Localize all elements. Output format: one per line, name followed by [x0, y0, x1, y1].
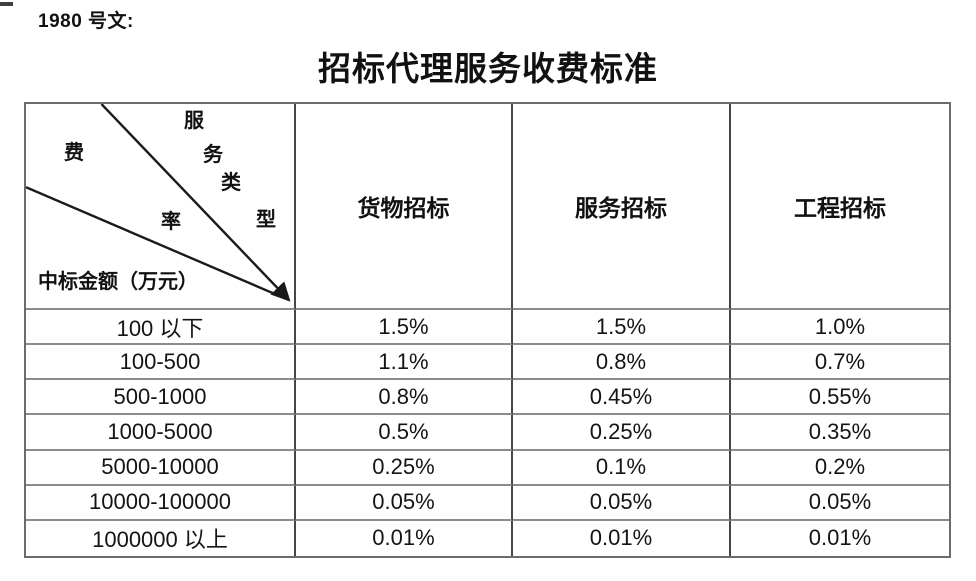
- rate-cell: 1.1%: [296, 345, 513, 381]
- rate-cell: 0.7%: [731, 345, 949, 381]
- rate-cell: 0.01%: [808, 525, 872, 551]
- rate-cell: 0.45%: [513, 380, 731, 416]
- rate-cell: 0.8%: [513, 345, 731, 381]
- rate-cell: 1.0%: [731, 310, 949, 346]
- corner-amount-label: 中标金额（万元）: [38, 271, 198, 293]
- rate-cell: 0.01%: [513, 520, 731, 556]
- rate-cell: 0.25%: [513, 415, 731, 451]
- rate-cell: 0.05%: [731, 486, 949, 521]
- row-amount: 100 以下: [26, 310, 296, 346]
- rate-cell: 0.5%: [296, 415, 513, 451]
- rate-cell: 0.25%: [296, 450, 513, 486]
- corner-service-char-4: 型: [256, 209, 276, 231]
- corner-fee-char: 费: [64, 142, 84, 164]
- rate-cell: 1.5%: [296, 310, 513, 346]
- corner-service-char-1: 服: [184, 110, 204, 132]
- corner-service-char-3: 类: [221, 172, 241, 194]
- row-amount: 1000-5000: [26, 415, 296, 451]
- rate-cell: 0.05%: [296, 485, 513, 521]
- page-title: 招标代理服务收费标准: [318, 52, 658, 88]
- column-header-engineering: 工程招标: [731, 104, 949, 310]
- column-header-goods: 货物招标: [296, 104, 513, 310]
- scan-artifact: [0, 2, 13, 6]
- corner-header-cell: 费 率 服 务 类 型 中标金额（万元）: [26, 104, 296, 310]
- rate-cell: 0.8%: [296, 380, 513, 416]
- rate-cell: 0.35%: [731, 415, 949, 451]
- corner-service-char-2: 务: [203, 144, 223, 166]
- row-amount: 5000-10000: [26, 450, 296, 486]
- row-amount: 500-1000: [26, 380, 296, 416]
- rate-cell: 0.05%: [513, 485, 731, 521]
- rate-cell: 0.01%: [296, 520, 513, 556]
- rate-cell: 0.1%: [513, 450, 731, 486]
- fee-table: 费 率 服 务 类 型 中标金额（万元） 货物招标 服务招标 工程招标 100 …: [24, 102, 951, 558]
- row-amount: 100-500: [26, 345, 296, 381]
- column-header-services: 服务招标: [513, 104, 731, 310]
- row-amount: 1000000 以上: [26, 520, 296, 556]
- rate-cell: 1.5%: [513, 310, 731, 346]
- row-amount: 10000-100000: [26, 485, 296, 521]
- rate-cell: 0.2%: [731, 451, 949, 486]
- diagonal-divider-lines: [26, 104, 291, 302]
- corner-rate-char: 率: [161, 211, 181, 233]
- doc-number: 1980 号文:: [38, 11, 134, 32]
- rate-cell: 0.55%: [731, 380, 949, 416]
